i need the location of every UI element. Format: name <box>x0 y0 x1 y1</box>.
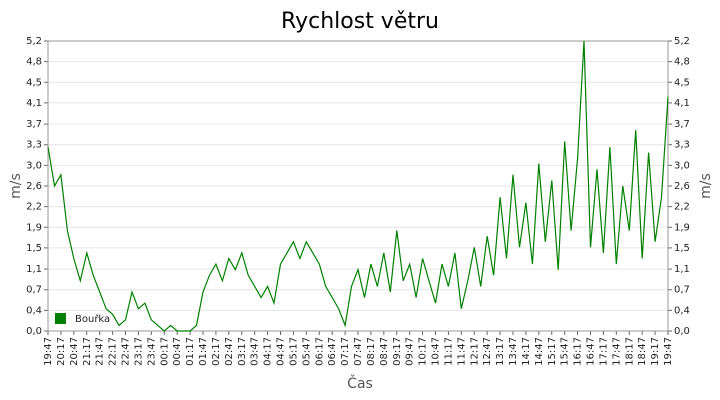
x-tick-label: 07:17 <box>340 337 351 366</box>
x-tick-label: 06:17 <box>314 337 325 366</box>
x-tick-label: 05:17 <box>288 337 299 366</box>
x-tick-label: 01:47 <box>198 337 209 366</box>
y-axis-label: m/s <box>8 173 24 199</box>
x-axis-label: Čas <box>347 374 373 392</box>
y-tick-label: 4,8 <box>26 57 42 68</box>
x-tick-label: 09:47 <box>405 337 416 366</box>
x-tick-label: 03:47 <box>250 337 261 366</box>
x-tick-label: 19:17 <box>650 337 661 366</box>
x-tick-label: 23:47 <box>146 337 157 366</box>
y-tick-label: 1,1 <box>26 264 42 275</box>
y2-tick-label: 3,0 <box>674 160 690 171</box>
x-tick-label: 08:17 <box>366 337 377 366</box>
x-tick-label: 09:17 <box>392 337 403 366</box>
y-tick-label: 0,0 <box>26 326 42 337</box>
y-tick-label: 2,2 <box>26 202 42 213</box>
x-tick-label: 23:17 <box>133 337 144 366</box>
x-tick-label: 16:47 <box>586 337 597 366</box>
x-tick-label: 00:17 <box>159 337 170 366</box>
x-tick-label: 15:47 <box>560 337 571 366</box>
x-tick-label: 04:17 <box>263 337 274 366</box>
y2-tick-label: 1,9 <box>674 222 690 233</box>
x-tick-label: 21:17 <box>82 337 93 366</box>
x-tick-label: 03:17 <box>237 337 248 366</box>
x-tick-label: 12:17 <box>469 337 480 366</box>
y2-tick-label: 2,2 <box>674 202 690 213</box>
x-tick-label: 16:17 <box>573 337 584 366</box>
y2-tick-label: 5,2 <box>674 36 690 47</box>
chart-title: Rychlost větru <box>281 9 439 34</box>
y-tick-label: 2,6 <box>26 181 42 192</box>
y-tick-label: 0,7 <box>26 285 42 296</box>
x-tick-label: 15:17 <box>547 337 558 366</box>
y-tick-label: 1,5 <box>26 243 42 254</box>
y2-axis-label: m/s <box>698 173 714 199</box>
legend-swatch <box>55 313 66 324</box>
x-tick-label: 08:47 <box>379 337 390 366</box>
x-tick-label: 00:47 <box>172 337 183 366</box>
x-tick-label: 11:17 <box>443 337 454 366</box>
x-tick-label: 21:47 <box>95 337 106 366</box>
x-tick-label: 13:17 <box>495 337 506 366</box>
x-tick-label: 20:47 <box>69 337 80 366</box>
x-tick-label: 17:47 <box>611 337 622 366</box>
x-tick-label: 20:17 <box>56 337 67 366</box>
x-tick-label: 11:47 <box>456 337 467 366</box>
y2-tick-label: 4,5 <box>674 77 690 88</box>
x-tick-label: 01:17 <box>185 337 196 366</box>
y2-tick-label: 0,7 <box>674 285 690 296</box>
x-tick-label: 04:47 <box>276 337 287 366</box>
y-tick-label: 5,2 <box>26 36 42 47</box>
x-tick-label: 22:47 <box>121 337 132 366</box>
y2-tick-label: 0,4 <box>674 305 690 316</box>
y2-tick-label: 4,1 <box>674 98 690 109</box>
legend-label: Bouřka <box>75 313 110 325</box>
y-tick-label: 3,0 <box>26 160 42 171</box>
y-tick-label: 4,1 <box>26 98 42 109</box>
series-line <box>47 40 669 332</box>
x-tick-label: 19:47 <box>663 337 674 366</box>
x-tick-label: 13:47 <box>508 337 519 366</box>
x-tick-label: 10:17 <box>418 337 429 366</box>
x-tick-label: 10:47 <box>431 337 442 366</box>
y2-tick-label: 1,1 <box>674 264 690 275</box>
y-tick-label: 4,5 <box>26 77 42 88</box>
plot-frame <box>47 40 669 332</box>
x-tick-label: 06:47 <box>327 337 338 366</box>
y2-tick-label: 4,8 <box>674 57 690 68</box>
y2-tick-label: 0,0 <box>674 326 690 337</box>
y2-tick-label: 3,3 <box>674 140 690 151</box>
x-tick-label: 18:17 <box>624 337 635 366</box>
y-tick-label: 3,7 <box>26 119 42 130</box>
y2-tick-label: 1,5 <box>674 243 690 254</box>
x-tick-label: 22:17 <box>108 337 119 366</box>
x-tick-label: 18:47 <box>637 337 648 366</box>
x-tick-label: 05:47 <box>301 337 312 366</box>
x-tick-label: 02:47 <box>224 337 235 366</box>
y2-tick-label: 3,7 <box>674 119 690 130</box>
y-tick-label: 3,3 <box>26 140 42 151</box>
x-tick-label: 14:47 <box>534 337 545 366</box>
x-tick-label: 12:47 <box>482 337 493 366</box>
y2-tick-label: 2,6 <box>674 181 690 192</box>
y-tick-label: 0,4 <box>26 305 42 316</box>
x-tick-label: 02:17 <box>211 337 222 366</box>
x-tick-label: 07:47 <box>353 337 364 366</box>
x-tick-label: 17:17 <box>598 337 609 366</box>
y-tick-label: 1,9 <box>26 222 42 233</box>
x-tick-label: 14:17 <box>521 337 532 366</box>
x-tick-label: 19:47 <box>43 337 54 366</box>
